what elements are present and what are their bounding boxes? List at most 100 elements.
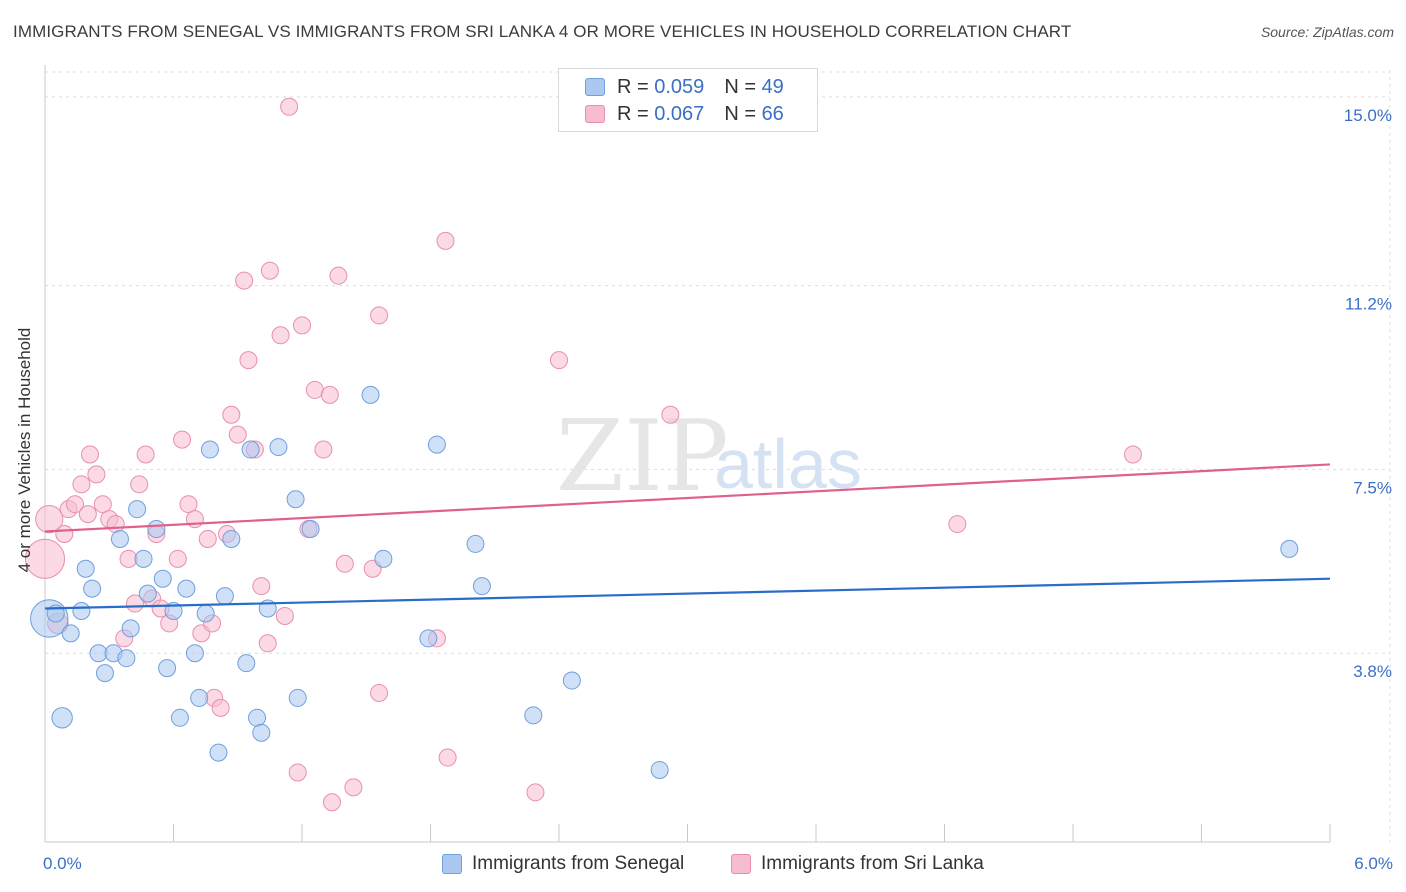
senegal-point (248, 708, 267, 727)
srilanka-point (280, 97, 299, 116)
y-axis-label: 4 or more Vehicles in Household (15, 327, 34, 573)
legend-item-senegal: Immigrants from Senegal (442, 852, 684, 876)
srilanka-n-label: N = (724, 102, 756, 125)
senegal-point (164, 602, 183, 620)
senegal-point (121, 619, 140, 638)
senegal-point (301, 520, 320, 539)
watermark-atlas: atlas (714, 425, 862, 503)
srilanka-point (550, 351, 568, 370)
srilanka-point (136, 445, 155, 464)
srilanka-point (119, 549, 138, 568)
srilanka-point (260, 261, 279, 280)
senegal-point (190, 688, 209, 707)
senegal-point (524, 706, 543, 725)
srilanka-point (344, 778, 363, 797)
srilanka-point (130, 475, 149, 494)
watermark-zip: ZIP (556, 400, 729, 514)
legend-row-srilanka: R = 0.067 N = 66 (585, 103, 784, 125)
senegal-point (51, 707, 73, 729)
srilanka-point (275, 606, 294, 625)
senegal-point (361, 385, 380, 404)
srilanka-point (168, 549, 187, 568)
srilanka-point (335, 554, 354, 573)
srilanka-point (87, 465, 106, 484)
srilanka-r-value: 0.067 (654, 102, 705, 125)
srilanka-point (1123, 445, 1142, 464)
legend-srilanka-label: Immigrants from Sri Lanka (761, 853, 984, 874)
srilanka-point (179, 495, 198, 514)
senegal-point (72, 602, 91, 620)
srilanka-swatch (585, 105, 605, 123)
axes (44, 65, 1331, 843)
srilanka-point (106, 515, 125, 534)
senegal-point (95, 664, 114, 683)
srilanka-point (271, 326, 290, 345)
senegal-swatch (585, 78, 605, 96)
trend-lines (44, 463, 1331, 610)
senegal-point (128, 500, 147, 519)
srilanka-r-label: R = (617, 102, 649, 125)
x-tick-label-min: 0.0% (43, 854, 82, 873)
senegal-point (269, 438, 288, 457)
senegal-point (209, 743, 228, 762)
y-tick-label: 15.0% (1344, 106, 1392, 125)
srilanka-point (222, 405, 241, 424)
srilanka-point (198, 529, 217, 548)
x-tick-label-max: 6.0% (1354, 854, 1393, 873)
legend-srilanka-swatch (731, 854, 751, 874)
y-axis-label-wrap: 4 or more Vehicles in Household (15, 205, 35, 573)
correlation-legend: R = 0.059 N = 49 R = 0.067 N = 66 (558, 68, 818, 132)
srilanka-point (288, 763, 307, 782)
senegal-point (196, 604, 215, 623)
srilanka-point (438, 748, 457, 767)
srilanka-point (239, 351, 258, 370)
senegal-point (76, 559, 95, 578)
chart-title: IMMIGRANTS FROM SENEGAL VS IMMIGRANTS FR… (13, 22, 1072, 41)
senegal-point (89, 644, 108, 663)
srilanka-point (370, 306, 389, 325)
srilanka-point (235, 271, 254, 290)
legend-senegal-label: Immigrants from Senegal (472, 853, 685, 874)
srilanka-n-value: 66 (761, 102, 784, 125)
srilanka-point (55, 525, 74, 543)
senegal-point (427, 435, 446, 454)
senegal-point (252, 723, 271, 742)
source-label: Source: ZipAtlas.com (1260, 24, 1394, 40)
senegal-point (241, 440, 260, 459)
senegal-point (170, 708, 189, 727)
senegal-point (61, 624, 80, 643)
watermark: ZIP atlas (556, 400, 862, 514)
senegal-point (158, 659, 177, 678)
srilanka-point (370, 683, 389, 702)
srilanka-point (314, 440, 333, 459)
srilanka-point (252, 577, 271, 596)
srilanka-point (65, 495, 84, 514)
senegal-point (117, 649, 136, 668)
srilanka-trend-line (44, 463, 1331, 533)
srilanka-point (329, 266, 348, 285)
senegal-point (374, 549, 393, 568)
senegal-point (472, 577, 491, 596)
senegal-point (153, 569, 172, 588)
srilanka-point (293, 316, 311, 335)
senegal-point (185, 644, 204, 663)
senegal-point (215, 587, 234, 606)
senegal-n-label: N = (724, 75, 756, 98)
x-tick-labels: 0.0% 6.0% (43, 854, 1393, 873)
srilanka-point (320, 385, 339, 404)
srilanka-point (228, 425, 247, 444)
srilanka-point (173, 430, 192, 449)
senegal-point (134, 549, 153, 568)
senegal-point (288, 688, 307, 707)
srilanka-point (948, 515, 967, 534)
legend-senegal-swatch (442, 854, 462, 874)
senegal-n-value: 49 (761, 75, 784, 98)
legend-row-senegal: R = 0.059 N = 49 (585, 76, 784, 98)
srilanka-point (78, 505, 97, 524)
srilanka-point (80, 445, 99, 464)
y-tick-labels: 3.8% 7.5% 11.2% 15.0% (1344, 106, 1392, 681)
senegal-point (419, 629, 438, 648)
srilanka-point (24, 538, 66, 579)
senegal-point (200, 440, 219, 459)
